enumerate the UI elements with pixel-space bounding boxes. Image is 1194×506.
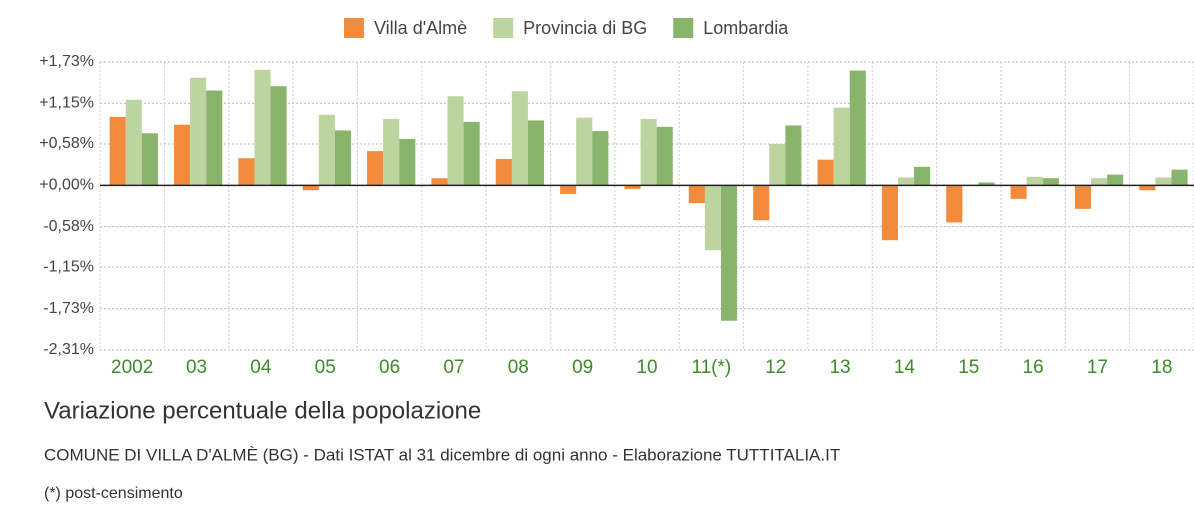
bar (334, 130, 351, 186)
bar (817, 159, 834, 186)
y-tick-label: -2,31% (43, 341, 94, 358)
bar (254, 69, 271, 186)
bar (238, 158, 255, 186)
bar (367, 151, 384, 186)
bar (849, 70, 866, 186)
y-tick-label: +1,15% (39, 95, 94, 112)
bar (125, 99, 142, 186)
bar (881, 185, 898, 241)
x-tick-label: 17 (1087, 357, 1108, 378)
bar (785, 125, 802, 186)
bar (978, 182, 995, 186)
bar (1074, 185, 1092, 209)
legend-swatch (493, 18, 514, 38)
bar (688, 185, 705, 204)
x-tick-label: 03 (186, 357, 207, 378)
bar (1091, 178, 1108, 186)
bar (1026, 176, 1043, 186)
x-tick-label: 12 (765, 357, 786, 378)
x-tick-label: 13 (829, 357, 850, 378)
bar (447, 96, 464, 186)
bar (174, 124, 191, 186)
x-tick-label: 09 (572, 357, 593, 378)
bar (704, 185, 722, 251)
bar (399, 138, 416, 186)
legend-label: Lombardia (703, 18, 789, 38)
y-tick-label: +0,58% (39, 135, 94, 152)
legend-swatch (673, 18, 694, 38)
x-tick-label: 06 (379, 357, 400, 378)
bar (383, 119, 400, 186)
chart-note: (*) post-censimento (44, 485, 183, 502)
x-tick-label: 08 (508, 357, 529, 378)
x-tick-label: 10 (636, 357, 657, 378)
bar (1171, 169, 1188, 186)
bar (1107, 174, 1124, 186)
legend-label: Provincia di BG (523, 18, 647, 38)
x-tick-label: 18 (1151, 357, 1172, 378)
bar (753, 185, 770, 221)
bar (431, 178, 448, 186)
x-tick-label: 14 (894, 357, 916, 378)
bar (463, 121, 480, 186)
x-tick-label: 11(*) (691, 357, 731, 378)
bar (897, 177, 915, 186)
chart-subtitle: COMUNE DI VILLA D'ALMÈ (BG) - Dati ISTAT… (44, 445, 840, 464)
bar (141, 133, 158, 186)
x-tick-label: 05 (315, 357, 336, 378)
y-tick-label: -1,15% (43, 259, 94, 276)
x-tick-label: 04 (250, 357, 272, 378)
bar (1010, 185, 1027, 199)
bar (527, 120, 545, 186)
bar (109, 116, 126, 186)
bar (721, 185, 738, 321)
bar (946, 185, 963, 223)
legend-swatch (344, 18, 364, 38)
bar (833, 107, 850, 186)
bar (318, 114, 335, 186)
bar (914, 166, 931, 186)
bar (576, 117, 593, 186)
chart-title: Variazione percentuale della popolazione (44, 397, 481, 424)
y-tick-label: -0,58% (43, 218, 94, 235)
bar (206, 90, 223, 186)
bar (640, 119, 657, 186)
bar (1042, 178, 1059, 186)
bar (270, 86, 287, 186)
bar (1139, 185, 1156, 191)
bar (769, 143, 786, 186)
x-tick-label: 2002 (111, 357, 153, 378)
x-tick-label: 16 (1023, 357, 1044, 378)
x-tick-label: 07 (443, 357, 464, 378)
bar (592, 131, 609, 186)
bar (560, 185, 577, 194)
bar (511, 91, 528, 186)
y-tick-label: -1,73% (43, 300, 94, 317)
bar (656, 126, 673, 186)
legend-label: Villa d'Almè (374, 18, 467, 38)
bar (1155, 177, 1172, 186)
bar (190, 77, 207, 186)
bar (302, 185, 319, 191)
bar (495, 158, 512, 186)
y-tick-label: +1,73% (39, 53, 94, 70)
bar (624, 185, 641, 189)
x-tick-label: 15 (958, 357, 979, 378)
y-tick-label: +0,00% (39, 177, 94, 194)
